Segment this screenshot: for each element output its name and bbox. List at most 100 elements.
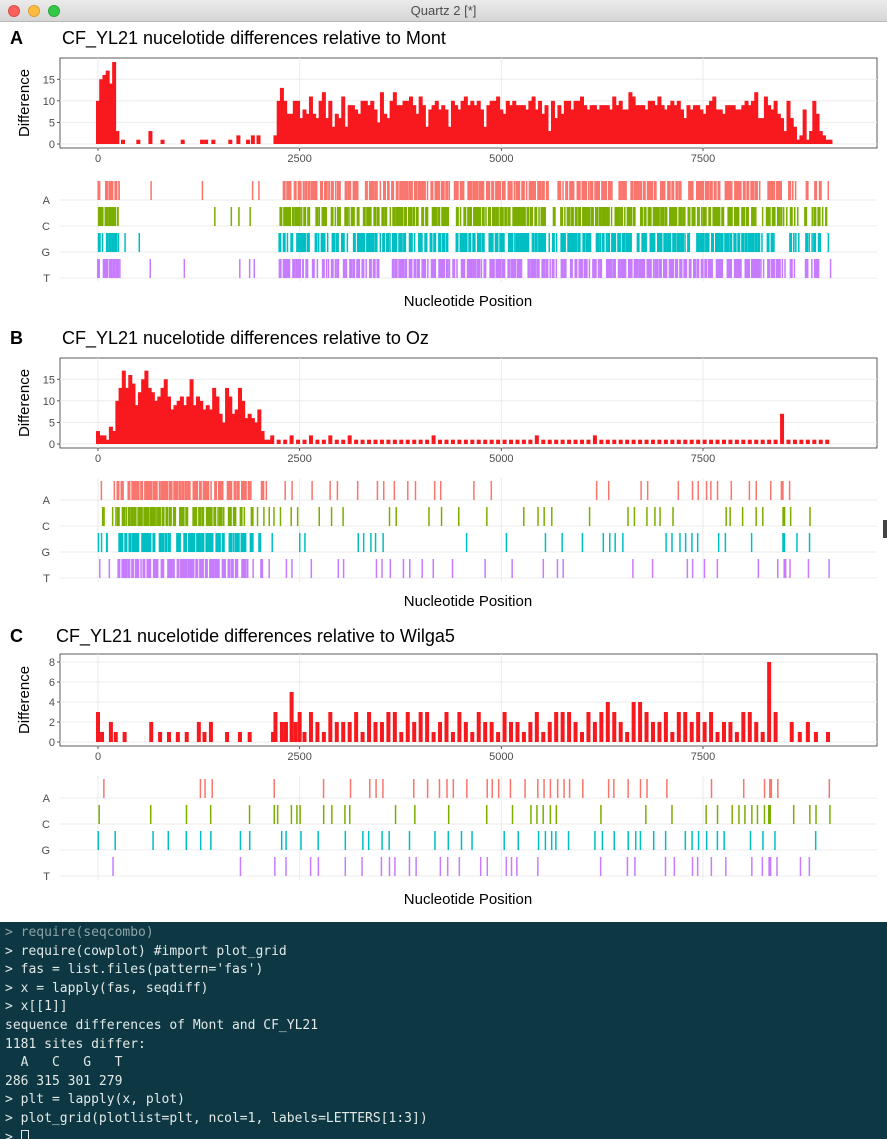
substitution-tick-T — [214, 559, 218, 578]
difference-bar — [418, 439, 423, 444]
substitution-tick-A — [730, 481, 733, 500]
substitution-tick-C — [315, 207, 319, 226]
difference-bar — [770, 109, 775, 144]
substitution-tick-T — [793, 259, 796, 278]
substitution-tick-T — [715, 259, 719, 278]
substitution-tick-C — [782, 207, 785, 226]
difference-bar — [354, 439, 359, 444]
substitution-tick-T — [499, 259, 502, 278]
substitution-tick-A — [748, 481, 751, 500]
difference-bar — [271, 732, 276, 742]
difference-bar — [728, 105, 733, 144]
substitution-tick-T — [167, 559, 171, 578]
difference-bar — [360, 439, 365, 444]
substitution-tick-A — [226, 481, 230, 500]
substitution-tick-G — [626, 233, 630, 252]
substitution-tick-G — [555, 233, 558, 252]
substitution-tick-C — [185, 805, 188, 824]
substitution-tick-T — [623, 259, 627, 278]
substitution-tick-T — [718, 259, 722, 278]
console-prompt-line[interactable]: > — [5, 1129, 887, 1139]
substitution-tick-A — [507, 181, 511, 200]
substitution-tick-T — [470, 259, 473, 278]
difference-bar — [447, 126, 452, 144]
difference-bar — [108, 426, 113, 444]
substitution-tick-T — [268, 559, 270, 578]
difference-bar — [789, 722, 794, 742]
substitution-tick-A — [768, 181, 772, 200]
difference-bar — [721, 722, 726, 742]
difference-bar — [328, 712, 333, 742]
substitution-tick-T — [806, 259, 809, 278]
difference-bar — [767, 439, 772, 444]
difference-bar — [148, 131, 153, 144]
substitution-tick-G — [684, 533, 687, 552]
substitution-tick-A — [537, 779, 539, 798]
substitution-tick-T — [112, 259, 116, 278]
substitution-tick-G — [585, 233, 589, 252]
substitution-tick-C — [771, 207, 774, 226]
substitution-tick-A — [549, 779, 552, 798]
substitution-tick-G — [649, 233, 653, 252]
substitution-tick-C — [351, 207, 355, 226]
difference-bar — [373, 439, 378, 444]
substitution-tick-A — [150, 181, 152, 200]
difference-bar — [431, 105, 436, 144]
substitution-tick-G — [733, 233, 737, 252]
close-window-button[interactable] — [8, 5, 20, 17]
substitution-tick-A — [288, 181, 292, 200]
substitution-tick-T — [777, 259, 781, 278]
substitution-tick-C — [669, 207, 673, 226]
substitution-tick-C — [797, 207, 799, 226]
substitution-tick-G — [304, 533, 306, 552]
substitution-tick-C — [425, 207, 429, 226]
substitution-tick-C — [130, 507, 134, 526]
substitution-tick-G — [189, 533, 193, 552]
difference-bar — [450, 439, 455, 444]
difference-bar — [399, 105, 404, 144]
substitution-tick-T — [799, 857, 802, 876]
difference-bar — [125, 387, 130, 444]
substitution-tick-C — [412, 207, 415, 226]
substitution-tick-T — [302, 259, 305, 278]
difference-bar — [818, 439, 823, 444]
difference-bar — [534, 712, 539, 742]
substitution-tick-T — [584, 259, 588, 278]
substitution-tick-A — [158, 481, 161, 500]
difference-bar — [136, 139, 141, 144]
substitution-tick-C — [543, 507, 545, 526]
difference-bar — [160, 139, 165, 144]
substitution-tick-T — [555, 259, 558, 278]
substitution-tick-T — [497, 259, 501, 278]
minimize-window-button[interactable] — [28, 5, 40, 17]
substitution-tick-T — [489, 259, 493, 278]
substitution-tick-C — [105, 207, 109, 226]
panel-label-C: C — [10, 626, 23, 646]
difference-bar — [344, 126, 349, 144]
substitution-tick-A — [691, 481, 694, 500]
substitution-tick-G — [701, 233, 705, 252]
substitution-tick-C — [555, 805, 558, 824]
window-resize-handle[interactable] — [883, 520, 887, 538]
difference-bar — [215, 396, 220, 444]
substitution-tick-T — [691, 559, 694, 578]
x-axis-label: Nucleotide Position — [404, 891, 532, 908]
zoom-window-button[interactable] — [48, 5, 60, 17]
substitution-tick-C — [168, 507, 172, 526]
console-line-text: > plt = lapply(x, plot) — [5, 1092, 186, 1108]
substitution-tick-T — [401, 259, 405, 278]
difference-bar — [228, 139, 233, 144]
substitution-tick-G — [335, 233, 339, 252]
substitution-tick-C — [103, 507, 105, 526]
substitution-tick-T — [507, 259, 511, 278]
window-titlebar[interactable]: Quartz 2 [*] — [0, 0, 887, 22]
substitution-tick-T — [549, 259, 551, 278]
substitution-tick-T — [337, 559, 340, 578]
difference-bar — [780, 118, 785, 144]
substitution-tick-C — [765, 207, 769, 226]
substitution-tick-G — [340, 233, 343, 252]
substitution-tick-T — [646, 259, 650, 278]
substitution-tick-T — [402, 559, 405, 578]
substitution-tick-C — [534, 207, 538, 226]
r-console[interactable]: > require(seqcombo) > require(cowplot) #i… — [0, 922, 887, 1139]
